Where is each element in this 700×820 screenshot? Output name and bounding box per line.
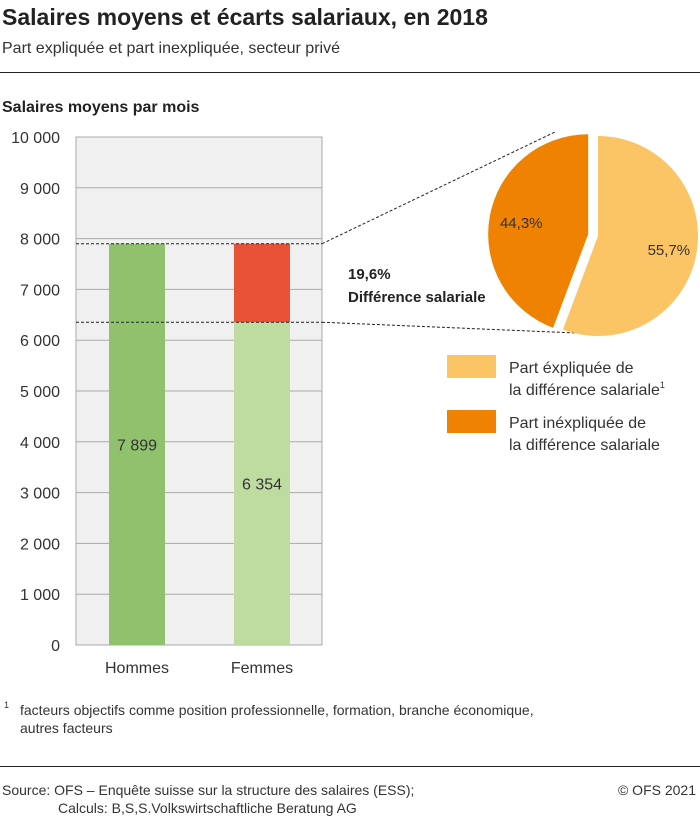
source-line2: Calculs: B,S,S.Volkswirtschaftliche Bera…: [58, 800, 357, 816]
y-tick-label: 3 000: [20, 486, 60, 503]
y-tick-label: 1 000: [20, 587, 60, 604]
y-tick-label: 0: [51, 638, 60, 655]
divider: [0, 72, 700, 73]
footnote-mark: 1: [4, 700, 10, 710]
legend-label-unexplained-1: Part inéxpliquée de: [509, 415, 646, 432]
pie-slice-label: 44,3%: [500, 215, 543, 232]
legend-swatch-explained: [447, 355, 496, 378]
y-tick-label: 8 000: [20, 232, 60, 249]
x-tick-label: Hommes: [105, 660, 169, 677]
legend-label-explained-2: la différence salariale1: [509, 380, 665, 399]
y-tick-label: 6 000: [20, 333, 60, 350]
pie-slice-0: [562, 136, 699, 337]
bar-value-label: 7 899: [117, 437, 157, 454]
chart-subtitle: Part expliquée et part inexpliquée, sect…: [2, 40, 340, 57]
gap-label: Différence salariale: [348, 289, 486, 306]
connector-line-bottom: [321, 321, 601, 335]
legend-swatch-unexplained: [447, 410, 496, 433]
bar-femmes: [234, 322, 290, 645]
chart-svg: 0 1 000 2 000 3 000 4 000 5 000 6 000 7 000 8 00…: [11, 130, 699, 677]
bar-value-label: 6 354: [242, 477, 282, 494]
y-tick-label: 10 000: [11, 130, 60, 147]
pie-slice-1: [488, 134, 589, 328]
footnote-line1: facteurs objectifs comme position profes…: [20, 702, 534, 718]
connector-line-top: [321, 131, 556, 245]
y-tick-label: 9 000: [20, 181, 60, 198]
bar-hommes: [109, 243, 165, 645]
legend-label-unexplained-2: la différence salariale: [509, 437, 660, 454]
y-tick-label: 5 000: [20, 384, 60, 401]
x-tick-label: Femmes: [231, 660, 293, 677]
bar-gap-segment: [234, 243, 290, 323]
y-axis-label: Salaires moyens par mois: [2, 99, 200, 116]
y-tick-label: 4 000: [20, 435, 60, 452]
copyright: © OFS 2021: [617, 782, 696, 798]
chart-title: Salaires moyens et écarts salariaux, en …: [2, 4, 488, 30]
footer-divider: [0, 766, 700, 767]
legend: Part éxpliquée de la différence salarial…: [447, 355, 665, 454]
pie-slice-label: 55,7%: [648, 242, 691, 259]
y-tick-label: 7 000: [20, 282, 60, 299]
source-line1: Source: OFS – Enquête suisse sur la stru…: [2, 782, 415, 798]
legend-label-explained-1: Part éxpliquée de: [509, 360, 634, 377]
footnote-line2: autres facteurs: [20, 720, 113, 736]
y-tick-label: 2 000: [20, 536, 60, 553]
gap-percent: 19,6%: [348, 266, 391, 283]
